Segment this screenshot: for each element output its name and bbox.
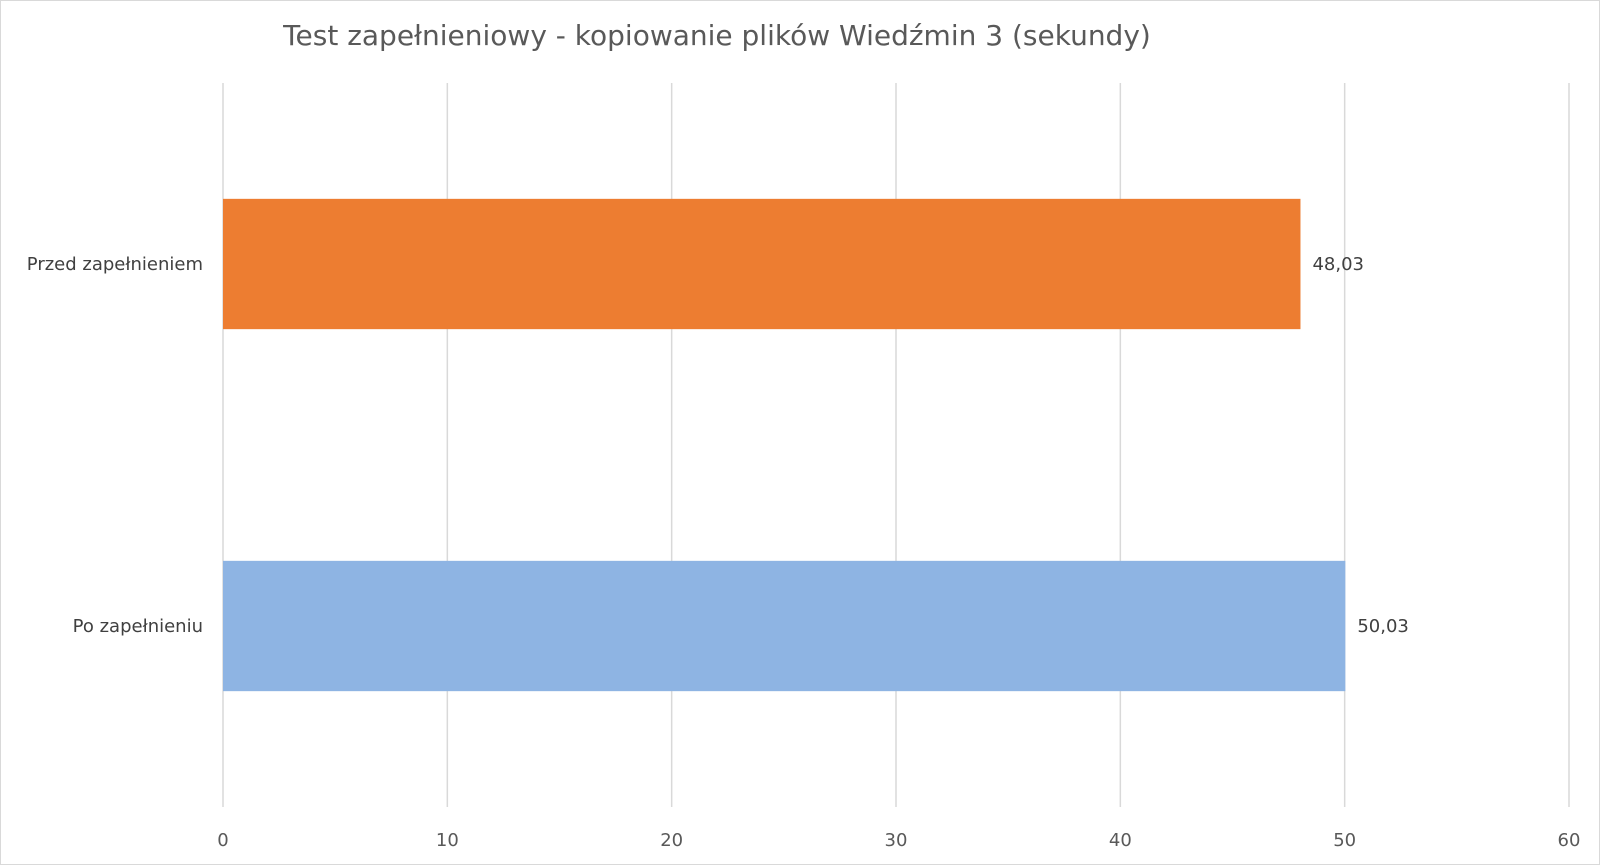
data-label: 50,03 xyxy=(1357,616,1409,637)
bar-przed-zapelnieniem xyxy=(223,198,1301,330)
x-tick-label: 40 xyxy=(1109,830,1132,851)
x-axis-tick-labels: 0 10 20 30 40 50 60 xyxy=(217,830,1580,851)
bars xyxy=(223,198,1346,692)
data-labels: 48,03 50,03 xyxy=(1312,254,1408,637)
x-tick-label: 30 xyxy=(885,830,908,851)
x-tick-label: 50 xyxy=(1333,830,1356,851)
x-tick-label: 60 xyxy=(1558,830,1581,851)
chart-title: Test zapełnieniowy - kopiowanie plików W… xyxy=(282,19,1151,52)
category-label: Przed zapełnieniem xyxy=(27,254,203,275)
y-axis-category-labels: Przed zapełnieniem Po zapełnieniu xyxy=(27,254,203,637)
bar-po-zapelnieniu xyxy=(223,560,1346,692)
x-tick-label: 10 xyxy=(436,830,459,851)
x-tick-label: 0 xyxy=(217,830,228,851)
gridlines xyxy=(222,83,1570,807)
x-tick-label: 20 xyxy=(660,830,683,851)
category-label: Po zapełnieniu xyxy=(73,616,203,637)
data-label: 48,03 xyxy=(1312,254,1364,275)
